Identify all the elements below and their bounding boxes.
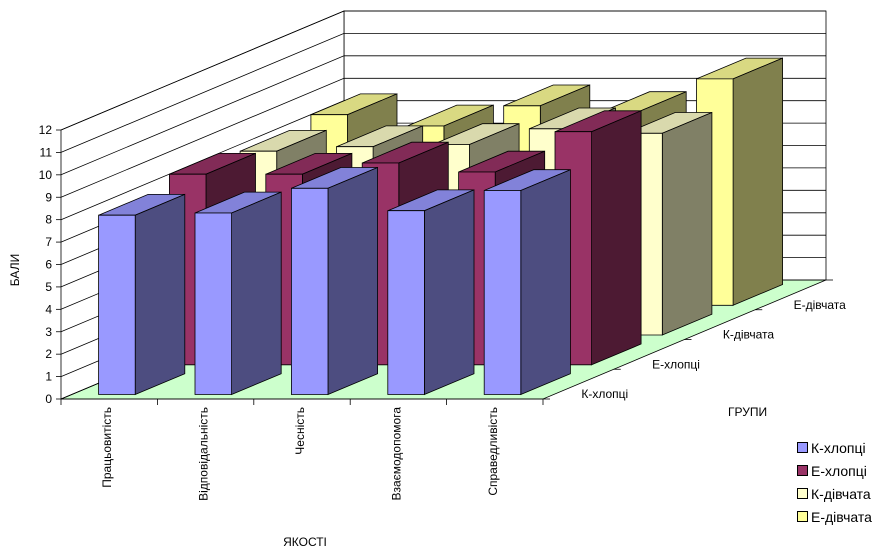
bar-front	[483, 190, 522, 395]
depth-tick-label: К-дівчата	[723, 328, 775, 342]
bar	[483, 169, 571, 396]
y-tick-label: 3	[45, 325, 52, 339]
x-axis-title: ЯКОСТІ	[283, 535, 327, 549]
depth-tick-label: Е-хлопці	[652, 357, 700, 371]
gridline	[60, 33, 826, 153]
x-tick-label: Відповідальність	[197, 407, 211, 501]
depth-tick-label: К-хлопці	[581, 387, 628, 401]
bar-side	[591, 110, 642, 366]
gridline	[60, 55, 826, 176]
y-tick-label: 11	[40, 145, 53, 159]
z-axis-title: ГРУПИ	[728, 405, 767, 419]
legend-item: Е-дівчата	[797, 505, 872, 528]
y-tick-label: 6	[45, 258, 52, 272]
y-tick-label: 1	[45, 370, 52, 384]
y-tick-label: 12	[39, 123, 53, 137]
y-tick-label: 9	[45, 190, 52, 204]
x-tick-label: Взаємодопомога	[389, 407, 403, 501]
legend-item: К-дівчата	[797, 482, 872, 505]
legend-label: К-хлопці	[811, 439, 866, 456]
bar-front	[290, 187, 329, 395]
y-tick-label: 5	[45, 280, 52, 294]
y-tick-label: 2	[45, 347, 52, 361]
x-tick-label: Працьовитість	[100, 407, 114, 488]
gridline	[60, 10, 826, 131]
y-tick-label: 4	[45, 302, 52, 316]
y-tick-label: 7	[45, 235, 52, 249]
legend-swatch	[797, 488, 808, 499]
bar	[387, 189, 475, 396]
bar-side	[134, 193, 186, 396]
bar-side	[423, 189, 475, 396]
legend-swatch	[797, 465, 808, 476]
legend-label: К-дівчата	[811, 485, 871, 502]
x-tick-label: Справедливість	[486, 407, 500, 496]
bar	[290, 166, 379, 396]
legend-item: Е-хлопці	[797, 459, 872, 482]
legend-swatch	[797, 511, 808, 522]
legend-swatch	[797, 442, 808, 453]
gridline	[60, 77, 826, 198]
bar-side	[327, 166, 379, 396]
y-tick-label: 8	[45, 213, 52, 227]
y-axis-title: БАЛИ	[8, 254, 22, 286]
legend-label: Е-хлопці	[811, 462, 867, 479]
bar-front	[387, 210, 425, 395]
bar	[98, 193, 186, 396]
bar-side	[661, 111, 713, 336]
bar-side	[732, 57, 783, 306]
bar-front	[194, 212, 233, 395]
y-tick-label: 10	[39, 168, 53, 182]
bars	[98, 57, 783, 396]
bar	[194, 191, 282, 396]
legend: К-хлопці Е-хлопці К-дівчата Е-дівчата	[797, 436, 872, 528]
bar-side	[231, 191, 282, 396]
x-tick-label: Чесність	[293, 407, 307, 455]
y-tick-label: 0	[45, 392, 52, 406]
legend-label: Е-дівчата	[811, 508, 872, 525]
bar-side	[520, 169, 571, 396]
depth-tick-label: Е-дівчата	[794, 298, 847, 312]
legend-item: К-хлопці	[797, 436, 872, 459]
bar-front	[98, 214, 136, 395]
